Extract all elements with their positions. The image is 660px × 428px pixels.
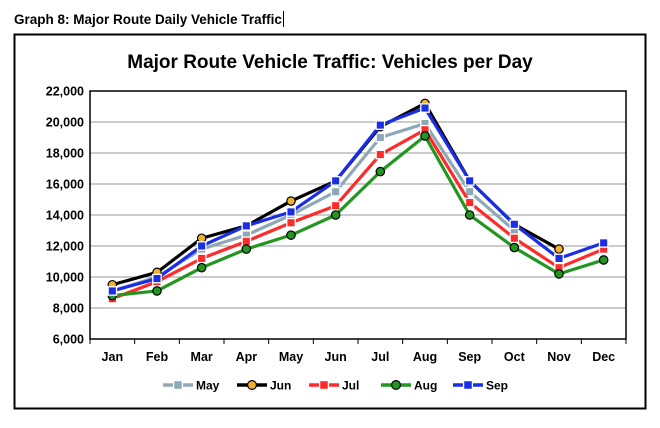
data-point <box>152 286 162 296</box>
legend-swatch-marker <box>462 379 474 391</box>
legend-label: Jul <box>342 379 359 393</box>
data-point <box>286 230 296 240</box>
data-point <box>330 186 341 197</box>
data-point <box>464 186 475 197</box>
series-aug <box>107 131 609 301</box>
x-tick-label: Jan <box>102 350 124 364</box>
y-tick-label: 6,000 <box>53 333 84 347</box>
data-point <box>375 132 386 143</box>
legend-swatch-marker <box>172 379 184 391</box>
x-tick-label: Jun <box>325 350 347 364</box>
x-tick-label: Sep <box>458 350 481 364</box>
data-point <box>286 196 296 206</box>
legend-label: Jun <box>270 379 291 393</box>
y-tick-label: 20,000 <box>46 116 84 130</box>
series-layer <box>107 98 609 304</box>
document-caption: Graph 8: Major Route Daily Vehicle Traff… <box>14 11 284 27</box>
y-axis-ticks: 6,000 8,000 10,000 12,000 14,000 16,000 18,000… <box>46 85 84 347</box>
y-tick-label: 14,000 <box>46 209 84 223</box>
legend-swatch-marker <box>390 379 402 391</box>
data-point <box>509 242 520 253</box>
data-point <box>598 255 609 265</box>
x-tick-label: Mar <box>191 350 213 364</box>
x-tick-label: Dec <box>592 350 615 364</box>
data-point <box>286 217 296 228</box>
y-tick-label: 12,000 <box>46 240 84 254</box>
data-point <box>464 197 475 208</box>
data-point <box>241 236 252 247</box>
data-point <box>152 273 162 284</box>
data-point <box>420 103 430 113</box>
caption-text: Graph 8: Major Route Daily Vehicle Traff… <box>14 12 282 27</box>
y-tick-label: 18,000 <box>46 147 84 161</box>
x-tick-label: May <box>279 350 303 364</box>
data-point <box>241 244 252 254</box>
data-point <box>330 176 341 186</box>
data-point <box>375 120 386 130</box>
x-tick-label: Jul <box>371 350 389 364</box>
legend-label: May <box>196 379 220 393</box>
x-tick-label: Feb <box>146 350 169 364</box>
y-tick-label: 8,000 <box>53 302 84 316</box>
plot-area-border <box>89 90 627 340</box>
data-point <box>464 210 475 220</box>
data-point <box>464 176 475 186</box>
y-tick-label: 10,000 <box>46 271 84 285</box>
data-point <box>554 253 564 264</box>
data-point <box>330 210 341 220</box>
legend-label: Aug <box>414 379 437 393</box>
x-axis-ticks: Jan Feb Mar Apr May Jun Jul Aug Sep Oct Nov Dec <box>89 339 627 364</box>
chart-title: Major Route Vehicle Traffic: Vehicles pe… <box>127 52 533 73</box>
legend-swatch-marker <box>318 379 330 391</box>
data-point <box>509 233 520 244</box>
chart-frame <box>13 33 647 410</box>
data-point <box>554 244 564 254</box>
legend-item-aug: Aug <box>381 379 437 393</box>
data-point <box>196 253 207 264</box>
series-line <box>111 106 605 293</box>
x-tick-label: Oct <box>504 350 526 364</box>
series-line <box>112 134 605 298</box>
legend-item-jun: Jun <box>237 379 291 393</box>
data-point <box>107 286 118 296</box>
legend-swatch-marker <box>246 379 258 391</box>
legend-item-jul: Jul <box>309 379 359 393</box>
x-tick-label: Apr <box>236 350 258 364</box>
data-point <box>509 219 520 230</box>
y-tick-label: 16,000 <box>46 178 84 192</box>
data-point <box>196 241 207 251</box>
data-point <box>420 131 430 141</box>
legend: May Jun Jul Aug Sep <box>163 379 508 393</box>
series-line <box>111 128 605 301</box>
x-tick-label: Aug <box>413 350 437 364</box>
legend-label: Sep <box>486 379 508 393</box>
data-point <box>554 269 564 279</box>
text-cursor <box>282 11 284 27</box>
series-sep <box>107 103 609 296</box>
data-point <box>375 166 386 177</box>
legend-item-may: May <box>163 379 220 393</box>
y-tick-label: 22,000 <box>46 85 84 99</box>
data-point <box>330 200 341 211</box>
data-point <box>375 149 386 160</box>
data-point <box>286 207 296 217</box>
data-point <box>196 262 207 273</box>
x-tick-label: Nov <box>547 350 571 364</box>
legend-item-sep: Sep <box>453 379 508 393</box>
data-point <box>241 220 252 231</box>
data-point <box>598 238 609 248</box>
